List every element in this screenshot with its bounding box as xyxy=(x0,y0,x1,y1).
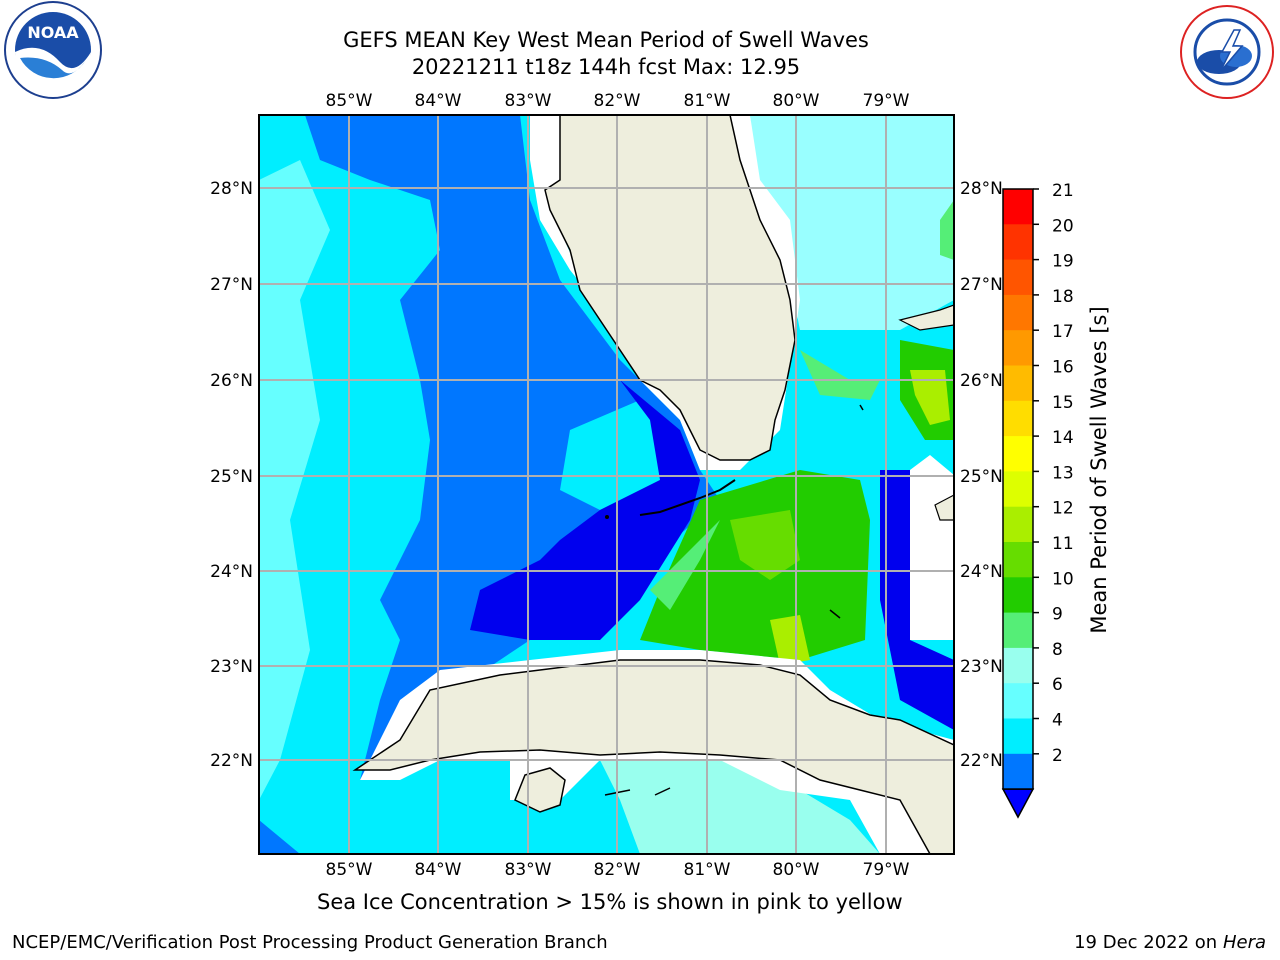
colorbar: 21 20 19 18 17 16 15 14 13 12 11 10 9 8 6 4 2 xyxy=(1001,181,1074,819)
lon-labels-bottom: 85°W 84°W 83°W 82°W 81°W 80°W 79°W xyxy=(326,860,910,880)
lon-label-top: 84°W xyxy=(415,91,462,111)
lat-label-right: 24°N xyxy=(960,562,1003,582)
colorbar-tick-label: 19 xyxy=(1052,252,1074,272)
host-name: Hera xyxy=(1222,932,1266,953)
lon-label-bottom: 80°W xyxy=(773,860,820,880)
lon-label-bottom: 83°W xyxy=(505,860,552,880)
lon-label-bottom: 84°W xyxy=(415,860,462,880)
colorbar-segment xyxy=(1003,683,1033,719)
noaa-logo-text: NOAA xyxy=(27,23,79,42)
map-title-line2: 20221211 t18z 144h fcst Max: 12.95 xyxy=(411,55,801,79)
colorbar-segment xyxy=(1003,471,1033,508)
lat-label-right: 28°N xyxy=(960,179,1003,199)
lat-label-left: 26°N xyxy=(210,371,253,391)
colorbar-tick-label: 2 xyxy=(1052,746,1063,766)
colorbar-label: Mean Period of Swell Waves [s] xyxy=(1087,306,1111,633)
colorbar-segment xyxy=(1003,542,1033,578)
colorbar-tick-label: 11 xyxy=(1052,534,1074,554)
lat-label-left: 22°N xyxy=(210,751,253,771)
colorbar-under-arrow xyxy=(1001,788,1035,819)
lat-label-left: 23°N xyxy=(210,657,253,677)
colorbar-segment xyxy=(1003,753,1033,790)
lon-label-top: 81°W xyxy=(684,91,731,111)
lon-label-bottom: 82°W xyxy=(594,860,641,880)
colorbar-segment xyxy=(1003,400,1033,437)
land-florida xyxy=(544,115,796,461)
lat-label-right: 27°N xyxy=(960,275,1003,295)
colorbar-tick-label: 18 xyxy=(1052,287,1074,307)
lon-label-top: 79°W xyxy=(863,91,910,111)
colorbar-segment xyxy=(1003,189,1033,225)
lon-label-bottom: 85°W xyxy=(326,860,373,880)
florida-keys xyxy=(639,479,736,516)
colorbar-segment xyxy=(1003,577,1033,614)
lon-labels-top: 85°W 84°W 83°W 82°W 81°W 80°W 79°W xyxy=(326,91,910,111)
colorbar-segment xyxy=(1003,224,1033,261)
colorbar-tick-label: 16 xyxy=(1052,358,1074,378)
colorbar-tick-label: 20 xyxy=(1052,216,1074,236)
colorbar-segment xyxy=(1003,294,1033,331)
colorbar-tick-label: 14 xyxy=(1052,428,1074,448)
colorbar-tick-label: 9 xyxy=(1052,605,1063,625)
lat-labels-left: 28°N 27°N 26°N 25°N 24°N 23°N 22°N xyxy=(210,179,253,771)
lat-label-left: 27°N xyxy=(210,275,253,295)
map-frame xyxy=(258,114,955,855)
land-bahamas xyxy=(898,304,954,331)
lon-label-top: 85°W xyxy=(326,91,373,111)
lat-labels-right: 28°N 27°N 26°N 25°N 24°N 23°N 22°N xyxy=(960,179,1003,771)
colorbar-segment xyxy=(1003,506,1033,543)
lat-label-left: 25°N xyxy=(210,467,253,487)
date-text: 19 Dec 2022 on xyxy=(1074,932,1218,953)
colorbar-segment xyxy=(1003,612,1033,649)
generation-date: 19 Dec 2022 on Hera xyxy=(1074,932,1266,953)
colorbar-tick-label: 17 xyxy=(1052,322,1074,342)
lon-label-bottom: 79°W xyxy=(863,860,910,880)
colorbar-frame xyxy=(1002,188,1034,790)
colorbar-tick-label: 4 xyxy=(1052,711,1063,731)
colorbar-tick-label: 21 xyxy=(1052,181,1074,201)
noaa-logo: NOAA xyxy=(4,1,102,99)
branch-credit: NCEP/EMC/Verification Post Processing Pr… xyxy=(12,932,608,953)
colorbar-segment xyxy=(1003,365,1033,402)
lon-label-top: 82°W xyxy=(594,91,641,111)
colorbar-segment xyxy=(1003,718,1033,755)
lat-label-right: 26°N xyxy=(960,371,1003,391)
lon-label-bottom: 81°W xyxy=(684,860,731,880)
map-gridlines xyxy=(259,115,954,854)
colorbar-tick-label: 6 xyxy=(1052,675,1063,695)
colorbar-tick-label: 10 xyxy=(1052,569,1074,589)
lat-label-right: 25°N xyxy=(960,467,1003,487)
colorbar-segment xyxy=(1003,436,1033,472)
lat-label-right: 23°N xyxy=(960,657,1003,677)
nws-logo xyxy=(1180,5,1274,99)
lat-label-left: 28°N xyxy=(210,179,253,199)
lat-label-right: 22°N xyxy=(960,751,1003,771)
lat-label-left: 24°N xyxy=(210,562,253,582)
colorbar-segment xyxy=(1003,647,1033,684)
colorbar-segment xyxy=(1003,259,1033,296)
colorbar-tick-label: 8 xyxy=(1052,640,1063,660)
lon-label-top: 83°W xyxy=(505,91,552,111)
colorbar-tick-label: 13 xyxy=(1052,463,1074,483)
colorbar-segment xyxy=(1003,330,1033,366)
map-field xyxy=(259,115,954,854)
lon-label-top: 80°W xyxy=(773,91,820,111)
sea-ice-caption: Sea Ice Concentration > 15% is shown in … xyxy=(317,890,903,914)
colorbar-tick-label: 15 xyxy=(1052,393,1074,413)
colorbar-tick-label: 12 xyxy=(1052,499,1074,519)
map-title-line1: GEFS MEAN Key West Mean Period of Swell … xyxy=(343,28,869,52)
